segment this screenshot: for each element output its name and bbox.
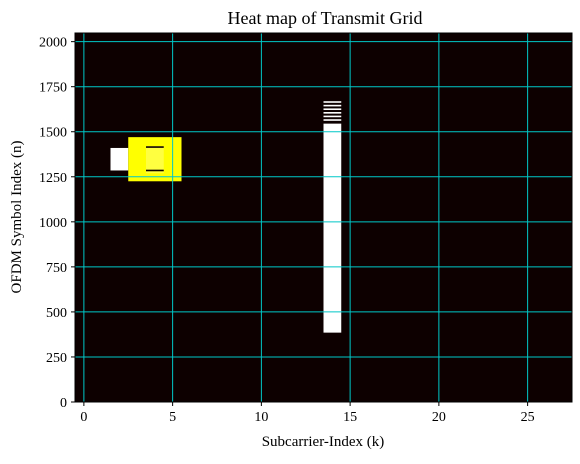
heatmap-cell-2 xyxy=(146,146,164,174)
heatmap-stripe-0-0 xyxy=(146,169,164,172)
y-tick-label: 1500 xyxy=(39,126,67,141)
x-tick-label: 25 xyxy=(521,410,535,425)
heatmap-stripe-1-2 xyxy=(323,112,342,114)
y-tick-label: 1750 xyxy=(39,81,67,96)
heatmap-cell-0 xyxy=(110,147,129,171)
heatmap-stripe-1-0 xyxy=(323,119,342,121)
x-tick-label: 20 xyxy=(432,410,446,425)
y-tick-label: 2000 xyxy=(39,36,67,51)
y-axis-title: OFDM Symbol Index (n) xyxy=(9,141,25,294)
heatmap-stripe-1-1 xyxy=(323,115,342,118)
heatmap-stripe-1-4 xyxy=(323,104,342,107)
x-axis-title: Subcarrier-Index (k) xyxy=(262,434,385,450)
y-tick-label: 500 xyxy=(46,306,67,321)
y-tick-label: 1000 xyxy=(39,216,67,231)
heatmap-cell-3 xyxy=(323,123,342,333)
heatmap-stripe-1-3 xyxy=(323,108,342,111)
x-tick-label: 10 xyxy=(254,410,268,425)
plot-area xyxy=(75,33,572,402)
plot-frame xyxy=(74,32,573,403)
x-tick-label: 15 xyxy=(343,410,357,425)
heatmap-stripe-0-1 xyxy=(146,146,164,148)
chart-title: Heat map of Transmit Grid xyxy=(228,8,423,28)
heatmap-stripe-1-5 xyxy=(323,101,342,103)
y-tick-label: 0 xyxy=(60,396,67,411)
x-tick-label: 0 xyxy=(80,410,87,425)
x-tick-label: 5 xyxy=(169,410,176,425)
y-tick-label: 1250 xyxy=(39,171,67,186)
y-tick-label: 250 xyxy=(46,351,67,366)
y-tick-label: 750 xyxy=(46,261,67,276)
